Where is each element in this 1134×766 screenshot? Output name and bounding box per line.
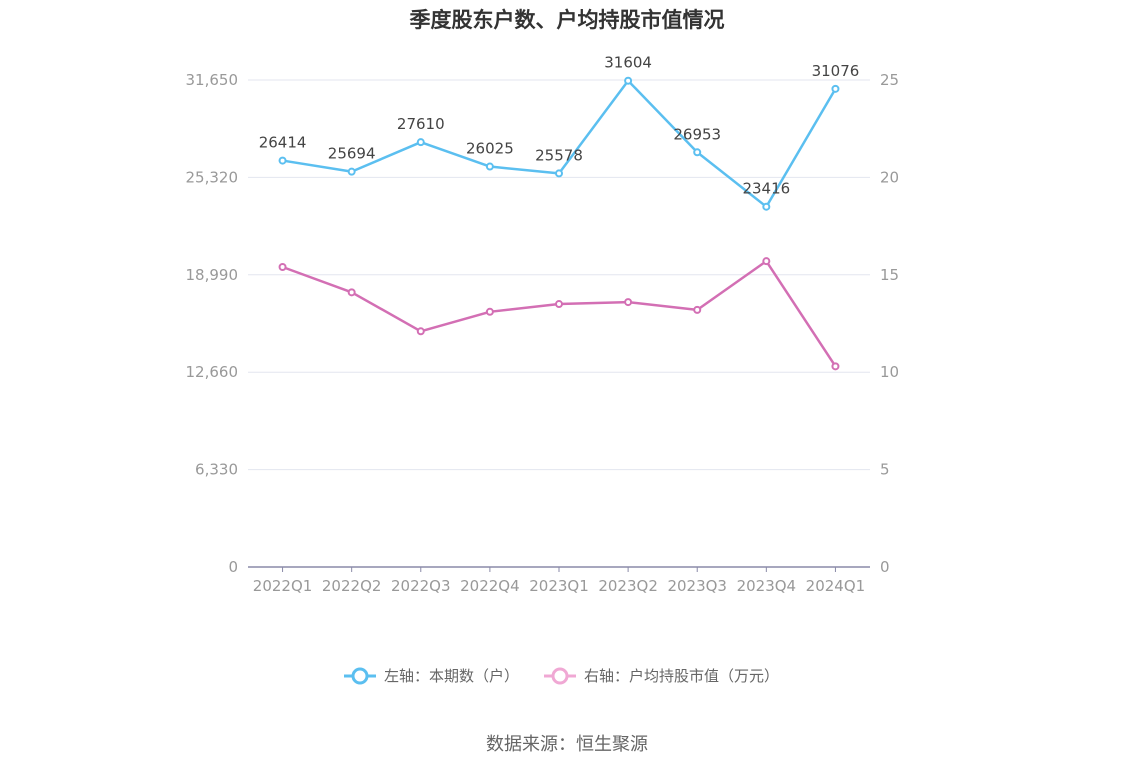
y-left-tick-label: 6,330	[195, 461, 238, 479]
x-tick-label: 2022Q4	[460, 577, 520, 595]
data-label: 27610	[397, 115, 445, 133]
y-right-tick-label: 10	[880, 363, 899, 381]
data-label: 26953	[673, 125, 721, 143]
x-tick-label: 2022Q2	[322, 577, 382, 595]
y-right-tick-label: 5	[880, 461, 890, 479]
series-layer	[278, 76, 840, 371]
data-point	[624, 76, 633, 85]
y-axis-left: 0 6,330 12,660 18,990 25,320 31,650	[186, 71, 239, 576]
data-point	[347, 288, 356, 297]
legend-marker	[351, 667, 369, 685]
data-point	[555, 169, 563, 178]
x-tick-label: 2023Q4	[737, 577, 797, 595]
data-label: 25578	[535, 146, 583, 164]
data-labels: 26414 25694 27610 26025 25578 31604 26953 23416…	[259, 54, 860, 198]
data-label: 26414	[259, 134, 307, 152]
x-axis: 2022Q1 2022Q2 2022Q3 2022Q4 2023Q1 2023Q2 2023…	[248, 566, 870, 595]
x-tick-label: 2022Q3	[391, 577, 451, 595]
data-point	[693, 148, 702, 157]
y-right-tick-label: 0	[880, 558, 890, 576]
data-label: 26025	[466, 140, 514, 158]
legend-label: 左轴：本期数（户）	[384, 667, 519, 685]
data-point	[624, 298, 633, 307]
data-label: 23416	[742, 180, 790, 198]
data-point	[555, 300, 563, 309]
chart-title: 季度股东户数、户均持股市值情况	[409, 8, 725, 32]
data-label: 31604	[604, 54, 652, 72]
data-point	[416, 327, 425, 336]
data-point	[278, 263, 287, 272]
x-tick-label: 2024Q1	[806, 577, 866, 595]
y-right-tick-label: 20	[880, 168, 899, 186]
source-note: 数据来源：恒生聚源	[486, 734, 648, 755]
data-point	[831, 362, 840, 371]
y-left-tick-label: 0	[228, 558, 238, 576]
y-left-tick-label: 18,990	[186, 266, 239, 284]
x-tick-label: 2023Q2	[598, 577, 658, 595]
y-axis-right: 0 5 10 15 20 25	[880, 71, 899, 576]
legend-item-2[interactable]: 右轴：户均持股市值（万元）	[544, 667, 779, 685]
data-point	[762, 202, 771, 211]
legend-marker	[551, 667, 569, 685]
data-point	[831, 84, 840, 93]
data-point	[278, 156, 287, 165]
data-point	[693, 305, 702, 314]
y-right-tick-label: 15	[880, 266, 899, 284]
data-point	[762, 257, 771, 266]
data-point	[485, 307, 494, 316]
y-left-tick-label: 12,660	[186, 363, 239, 381]
series-line-2	[282, 259, 837, 368]
y-right-tick-label: 25	[880, 71, 899, 89]
legend-item-1[interactable]: 左轴：本期数（户）	[344, 667, 519, 685]
data-label: 25694	[328, 145, 376, 163]
data-point	[416, 138, 425, 147]
y-left-tick-label: 31,650	[186, 71, 239, 89]
y-left-tick-label: 25,320	[186, 168, 239, 186]
x-tick-label: 2023Q3	[667, 577, 727, 595]
x-tick-label: 2023Q1	[529, 577, 589, 595]
data-point	[347, 167, 356, 176]
legend-label: 右轴：户均持股市值（万元）	[584, 667, 779, 685]
data-label: 31076	[812, 62, 860, 80]
data-point	[485, 162, 494, 171]
x-tick-label: 2022Q1	[253, 577, 313, 595]
legend[interactable]: 左轴：本期数（户） 右轴：户均持股市值（万元）	[344, 667, 779, 685]
